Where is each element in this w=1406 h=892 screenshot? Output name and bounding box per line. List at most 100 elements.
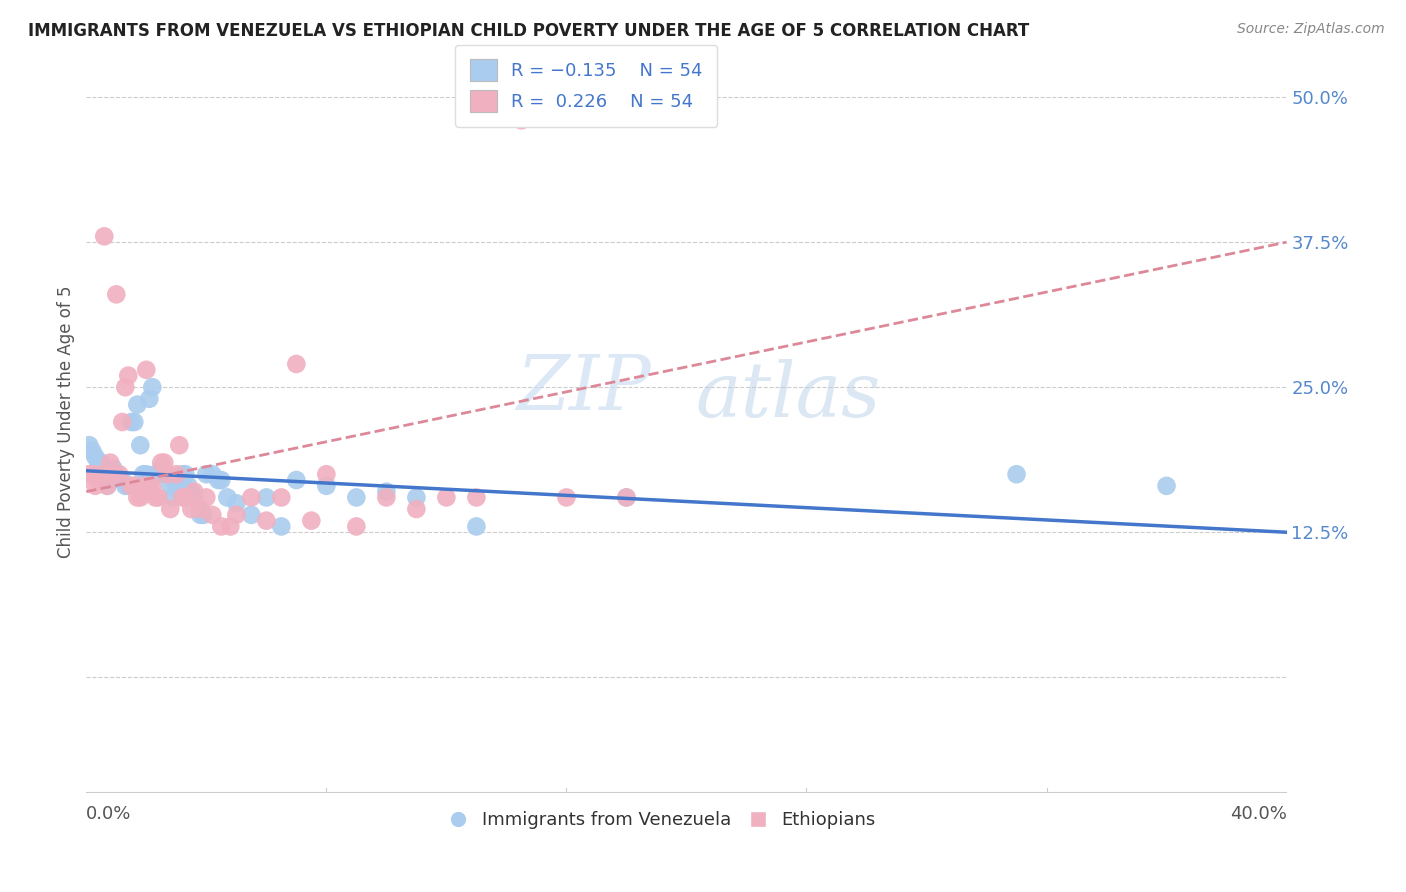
- Point: [174, 467, 197, 482]
- Point: [150, 461, 173, 475]
- Point: [240, 508, 263, 522]
- Point: [124, 479, 146, 493]
- Point: [285, 357, 308, 371]
- Point: [127, 398, 149, 412]
- Point: [96, 479, 118, 493]
- Point: [375, 484, 398, 499]
- Point: [1156, 479, 1178, 493]
- Point: [159, 479, 181, 493]
- Point: [132, 467, 155, 482]
- Point: [299, 514, 322, 528]
- Point: [156, 467, 179, 482]
- Point: [180, 502, 202, 516]
- Point: [98, 473, 121, 487]
- Text: Source: ZipAtlas.com: Source: ZipAtlas.com: [1237, 22, 1385, 37]
- Point: [217, 491, 239, 505]
- Point: [129, 491, 152, 505]
- Point: [148, 467, 170, 482]
- Point: [465, 491, 488, 505]
- Point: [127, 491, 149, 505]
- Point: [165, 479, 187, 493]
- Point: [82, 444, 104, 458]
- Point: [90, 467, 112, 482]
- Point: [270, 491, 292, 505]
- Point: [240, 491, 263, 505]
- Point: [105, 287, 128, 301]
- Point: [84, 479, 107, 493]
- Point: [169, 438, 191, 452]
- Point: [114, 479, 136, 493]
- Point: [138, 479, 160, 493]
- Point: [207, 473, 229, 487]
- Point: [344, 519, 367, 533]
- Point: [153, 467, 176, 482]
- Point: [117, 479, 139, 493]
- Text: 0.0%: 0.0%: [86, 805, 132, 823]
- Point: [105, 467, 128, 482]
- Text: IMMIGRANTS FROM VENEZUELA VS ETHIOPIAN CHILD POVERTY UNDER THE AGE OF 5 CORRELAT: IMMIGRANTS FROM VENEZUELA VS ETHIOPIAN C…: [28, 22, 1029, 40]
- Point: [510, 113, 533, 128]
- Point: [96, 479, 118, 493]
- Point: [174, 491, 197, 505]
- Point: [84, 450, 107, 464]
- Point: [315, 479, 337, 493]
- Legend: Immigrants from Venezuela, Ethiopians: Immigrants from Venezuela, Ethiopians: [441, 804, 883, 837]
- Point: [98, 456, 121, 470]
- Point: [188, 502, 211, 516]
- Point: [465, 519, 488, 533]
- Point: [195, 491, 218, 505]
- Text: 40.0%: 40.0%: [1230, 805, 1286, 823]
- Point: [169, 484, 191, 499]
- Point: [254, 514, 277, 528]
- Point: [90, 456, 112, 470]
- Point: [120, 415, 142, 429]
- Point: [225, 508, 247, 522]
- Point: [616, 491, 638, 505]
- Point: [195, 467, 218, 482]
- Point: [405, 491, 427, 505]
- Point: [111, 473, 134, 487]
- Point: [1005, 467, 1028, 482]
- Point: [209, 473, 232, 487]
- Point: [82, 467, 104, 482]
- Point: [124, 415, 146, 429]
- Point: [375, 491, 398, 505]
- Point: [114, 380, 136, 394]
- Point: [87, 456, 110, 470]
- Point: [285, 473, 308, 487]
- Point: [141, 380, 163, 394]
- Point: [165, 467, 187, 482]
- Point: [434, 491, 457, 505]
- Point: [270, 519, 292, 533]
- Y-axis label: Child Poverty Under the Age of 5: Child Poverty Under the Age of 5: [58, 285, 75, 558]
- Point: [132, 479, 155, 493]
- Point: [162, 491, 184, 505]
- Point: [172, 491, 194, 505]
- Point: [219, 519, 242, 533]
- Point: [188, 508, 211, 522]
- Point: [172, 467, 194, 482]
- Point: [177, 479, 200, 493]
- Point: [616, 491, 638, 505]
- Point: [153, 456, 176, 470]
- Point: [79, 467, 101, 482]
- Point: [183, 484, 205, 499]
- Point: [344, 491, 367, 505]
- Point: [93, 229, 115, 244]
- Point: [87, 473, 110, 487]
- Point: [79, 438, 101, 452]
- Point: [150, 456, 173, 470]
- Point: [117, 368, 139, 383]
- Text: ZIP: ZIP: [517, 351, 652, 425]
- Point: [120, 479, 142, 493]
- Text: atlas: atlas: [696, 359, 882, 433]
- Point: [193, 508, 215, 522]
- Point: [180, 484, 202, 499]
- Point: [555, 491, 578, 505]
- Point: [254, 491, 277, 505]
- Point: [103, 467, 125, 482]
- Point: [183, 491, 205, 505]
- Point: [209, 519, 232, 533]
- Point: [225, 496, 247, 510]
- Point: [103, 461, 125, 475]
